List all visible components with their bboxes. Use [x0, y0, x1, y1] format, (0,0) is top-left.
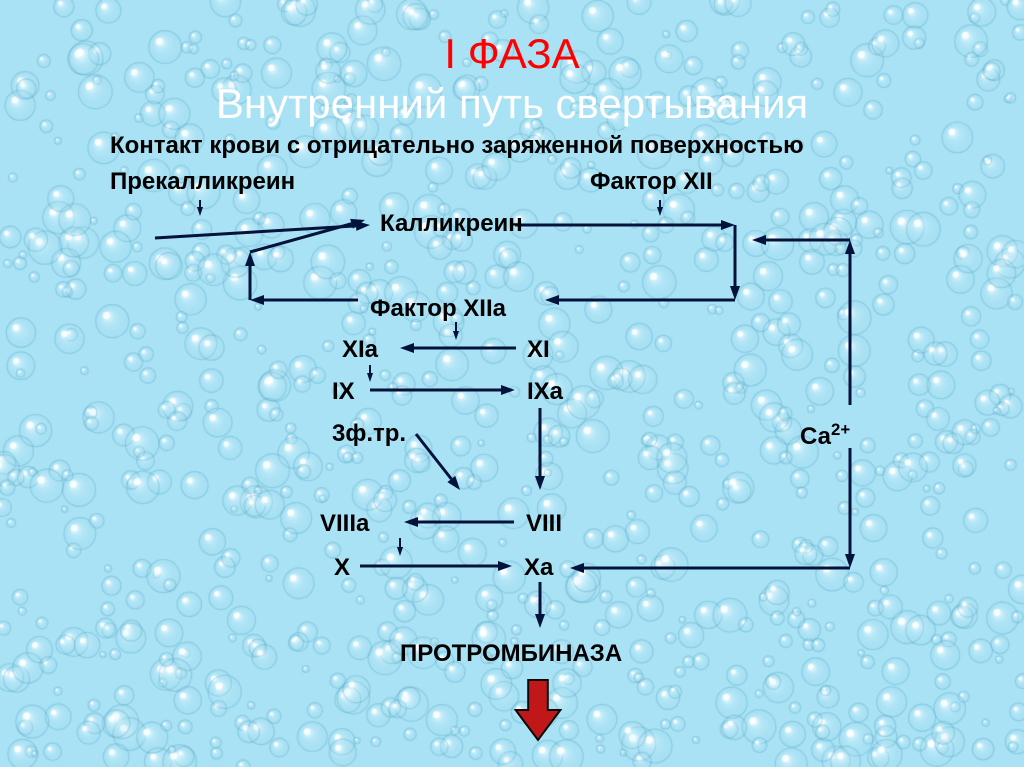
title-line2: Внутренний путь свертывания — [216, 80, 808, 128]
label-x: Х — [334, 554, 350, 582]
label-xia: ХІа — [342, 336, 378, 364]
final-down-arrow-icon — [516, 680, 561, 740]
label-factor12: Фактор ХІІ — [590, 168, 713, 196]
label-prekallikrein: Прекалликреин — [110, 168, 295, 196]
label-viii: VІІІ — [526, 510, 562, 538]
label-ix: ІХ — [332, 378, 355, 406]
label-factor12a: Фактор ХІІа — [370, 295, 506, 323]
label-xi: ХІ — [527, 336, 550, 364]
label-ca: Са2+ — [800, 420, 850, 451]
label-prothrombinase: ПРОТРОМБИНАЗА — [400, 640, 622, 668]
label-viiia: VІІІа — [320, 510, 369, 538]
label-ixa: ІХа — [527, 378, 563, 406]
label-phospholipid: 3ф.тр. — [332, 420, 406, 448]
label-xa: Ха — [524, 554, 553, 582]
label-kallikrein: Калликреин — [380, 210, 523, 238]
title-line1: І ФАЗА — [444, 30, 579, 78]
label-contact: Контакт крови с отрицательно заряженной … — [110, 132, 804, 160]
diagram-stage: І ФАЗАВнутренний путь свертывания Контакт… — [0, 0, 1024, 767]
